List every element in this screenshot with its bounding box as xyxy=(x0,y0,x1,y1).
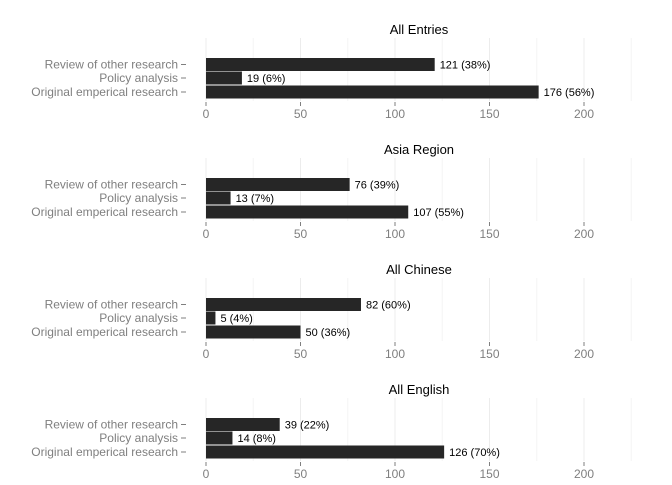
category-label: Policy analysis xyxy=(99,311,178,325)
x-tick-label: 0 xyxy=(203,467,210,480)
category-label: Policy analysis xyxy=(99,191,178,205)
x-tick-label: 150 xyxy=(479,107,499,121)
category-label: Original emperical research xyxy=(31,205,178,219)
x-tick-label: 150 xyxy=(479,347,499,361)
panel-title: All English xyxy=(389,382,450,397)
x-tick-label: 150 xyxy=(479,227,499,241)
x-tick-label: 200 xyxy=(574,467,594,480)
panel-title: Asia Region xyxy=(384,142,454,157)
x-tick-label: 200 xyxy=(574,347,594,361)
category-label: Original emperical research xyxy=(31,85,178,99)
data-label: 176 (56%) xyxy=(544,87,595,99)
x-tick-label: 0 xyxy=(203,227,210,241)
x-tick-label: 150 xyxy=(479,467,499,480)
data-label: 82 (60%) xyxy=(366,300,411,312)
category-label: Original emperical research xyxy=(31,325,178,339)
data-label: 50 (36%) xyxy=(306,327,351,339)
data-label: 121 (38%) xyxy=(440,60,491,72)
x-tick-label: 200 xyxy=(574,107,594,121)
category-label: Review of other research xyxy=(45,298,178,312)
x-tick-label: 50 xyxy=(294,467,308,480)
x-tick-label: 100 xyxy=(385,467,405,480)
x-tick-label: 0 xyxy=(203,107,210,121)
category-label: Policy analysis xyxy=(99,431,178,445)
bar xyxy=(206,191,231,205)
x-tick-label: 50 xyxy=(294,107,308,121)
bar xyxy=(206,298,361,311)
data-label: 126 (70%) xyxy=(449,447,500,459)
panel-title: All Chinese xyxy=(386,262,452,277)
x-tick-label: 50 xyxy=(294,227,308,241)
category-label: Original emperical research xyxy=(31,445,178,459)
panel-title: All Entries xyxy=(390,22,449,37)
x-tick-label: 50 xyxy=(294,347,308,361)
category-label: Policy analysis xyxy=(99,71,178,85)
category-label: Review of other research xyxy=(45,178,178,192)
data-label: 76 (39%) xyxy=(355,180,400,192)
category-label: Review of other research xyxy=(45,58,178,72)
x-tick-label: 100 xyxy=(385,107,405,121)
data-label: 19 (6%) xyxy=(247,73,286,85)
bar xyxy=(206,205,409,219)
data-label: 39 (22%) xyxy=(285,420,330,432)
data-label: 5 (4%) xyxy=(220,313,252,325)
x-tick-label: 100 xyxy=(385,227,405,241)
bar xyxy=(206,311,216,325)
bar xyxy=(206,431,233,445)
bar xyxy=(206,58,435,71)
bar xyxy=(206,418,280,431)
bar xyxy=(206,85,539,99)
data-label: 13 (7%) xyxy=(236,193,275,205)
bar xyxy=(206,71,242,85)
bar xyxy=(206,325,301,339)
data-label: 14 (8%) xyxy=(237,433,276,445)
x-tick-label: 200 xyxy=(574,227,594,241)
bar xyxy=(206,445,445,459)
x-tick-label: 0 xyxy=(203,347,210,361)
category-label: Review of other research xyxy=(45,418,178,432)
bar xyxy=(206,178,350,191)
x-tick-label: 100 xyxy=(385,347,405,361)
data-label: 107 (55%) xyxy=(413,207,464,219)
